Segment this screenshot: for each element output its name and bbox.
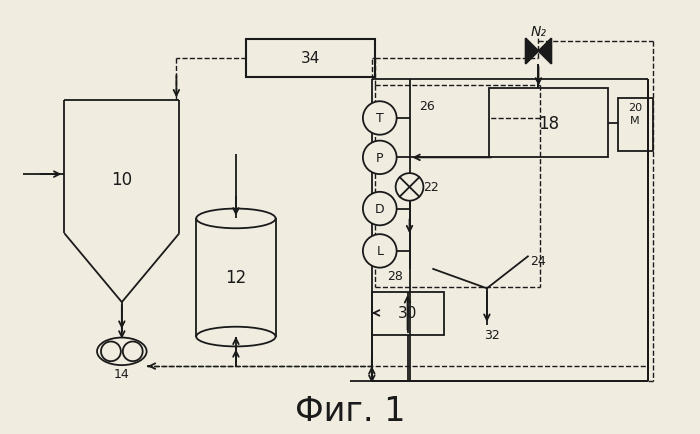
Text: M: M [630,116,640,126]
Ellipse shape [196,209,276,229]
Text: 30: 30 [398,306,417,321]
Text: 20: 20 [628,103,642,113]
Text: 18: 18 [538,115,559,133]
Bar [618,99,652,152]
Text: Фиг. 1: Фиг. 1 [295,394,405,427]
Text: 28: 28 [386,270,402,283]
Text: D: D [375,203,384,216]
Circle shape [363,141,397,175]
Text: 24: 24 [531,255,547,268]
Text: 34: 34 [300,51,320,66]
Text: 26: 26 [419,99,435,112]
Text: 32: 32 [484,329,500,341]
Circle shape [101,342,121,362]
Bar [372,293,444,335]
Text: 12: 12 [225,269,246,287]
Polygon shape [538,39,552,65]
Circle shape [363,192,397,226]
Circle shape [395,174,423,201]
Circle shape [363,235,397,268]
Bar [246,40,374,77]
Text: 14: 14 [114,367,130,380]
Text: L: L [377,245,384,258]
Ellipse shape [97,338,146,365]
Text: 22: 22 [424,181,439,194]
Ellipse shape [196,327,276,347]
Text: N₂: N₂ [531,25,547,39]
Bar [489,89,608,158]
Circle shape [122,342,143,362]
Circle shape [363,102,397,135]
Text: P: P [376,151,384,164]
Polygon shape [526,39,538,65]
Text: T: T [376,112,384,125]
Text: 10: 10 [111,171,132,189]
